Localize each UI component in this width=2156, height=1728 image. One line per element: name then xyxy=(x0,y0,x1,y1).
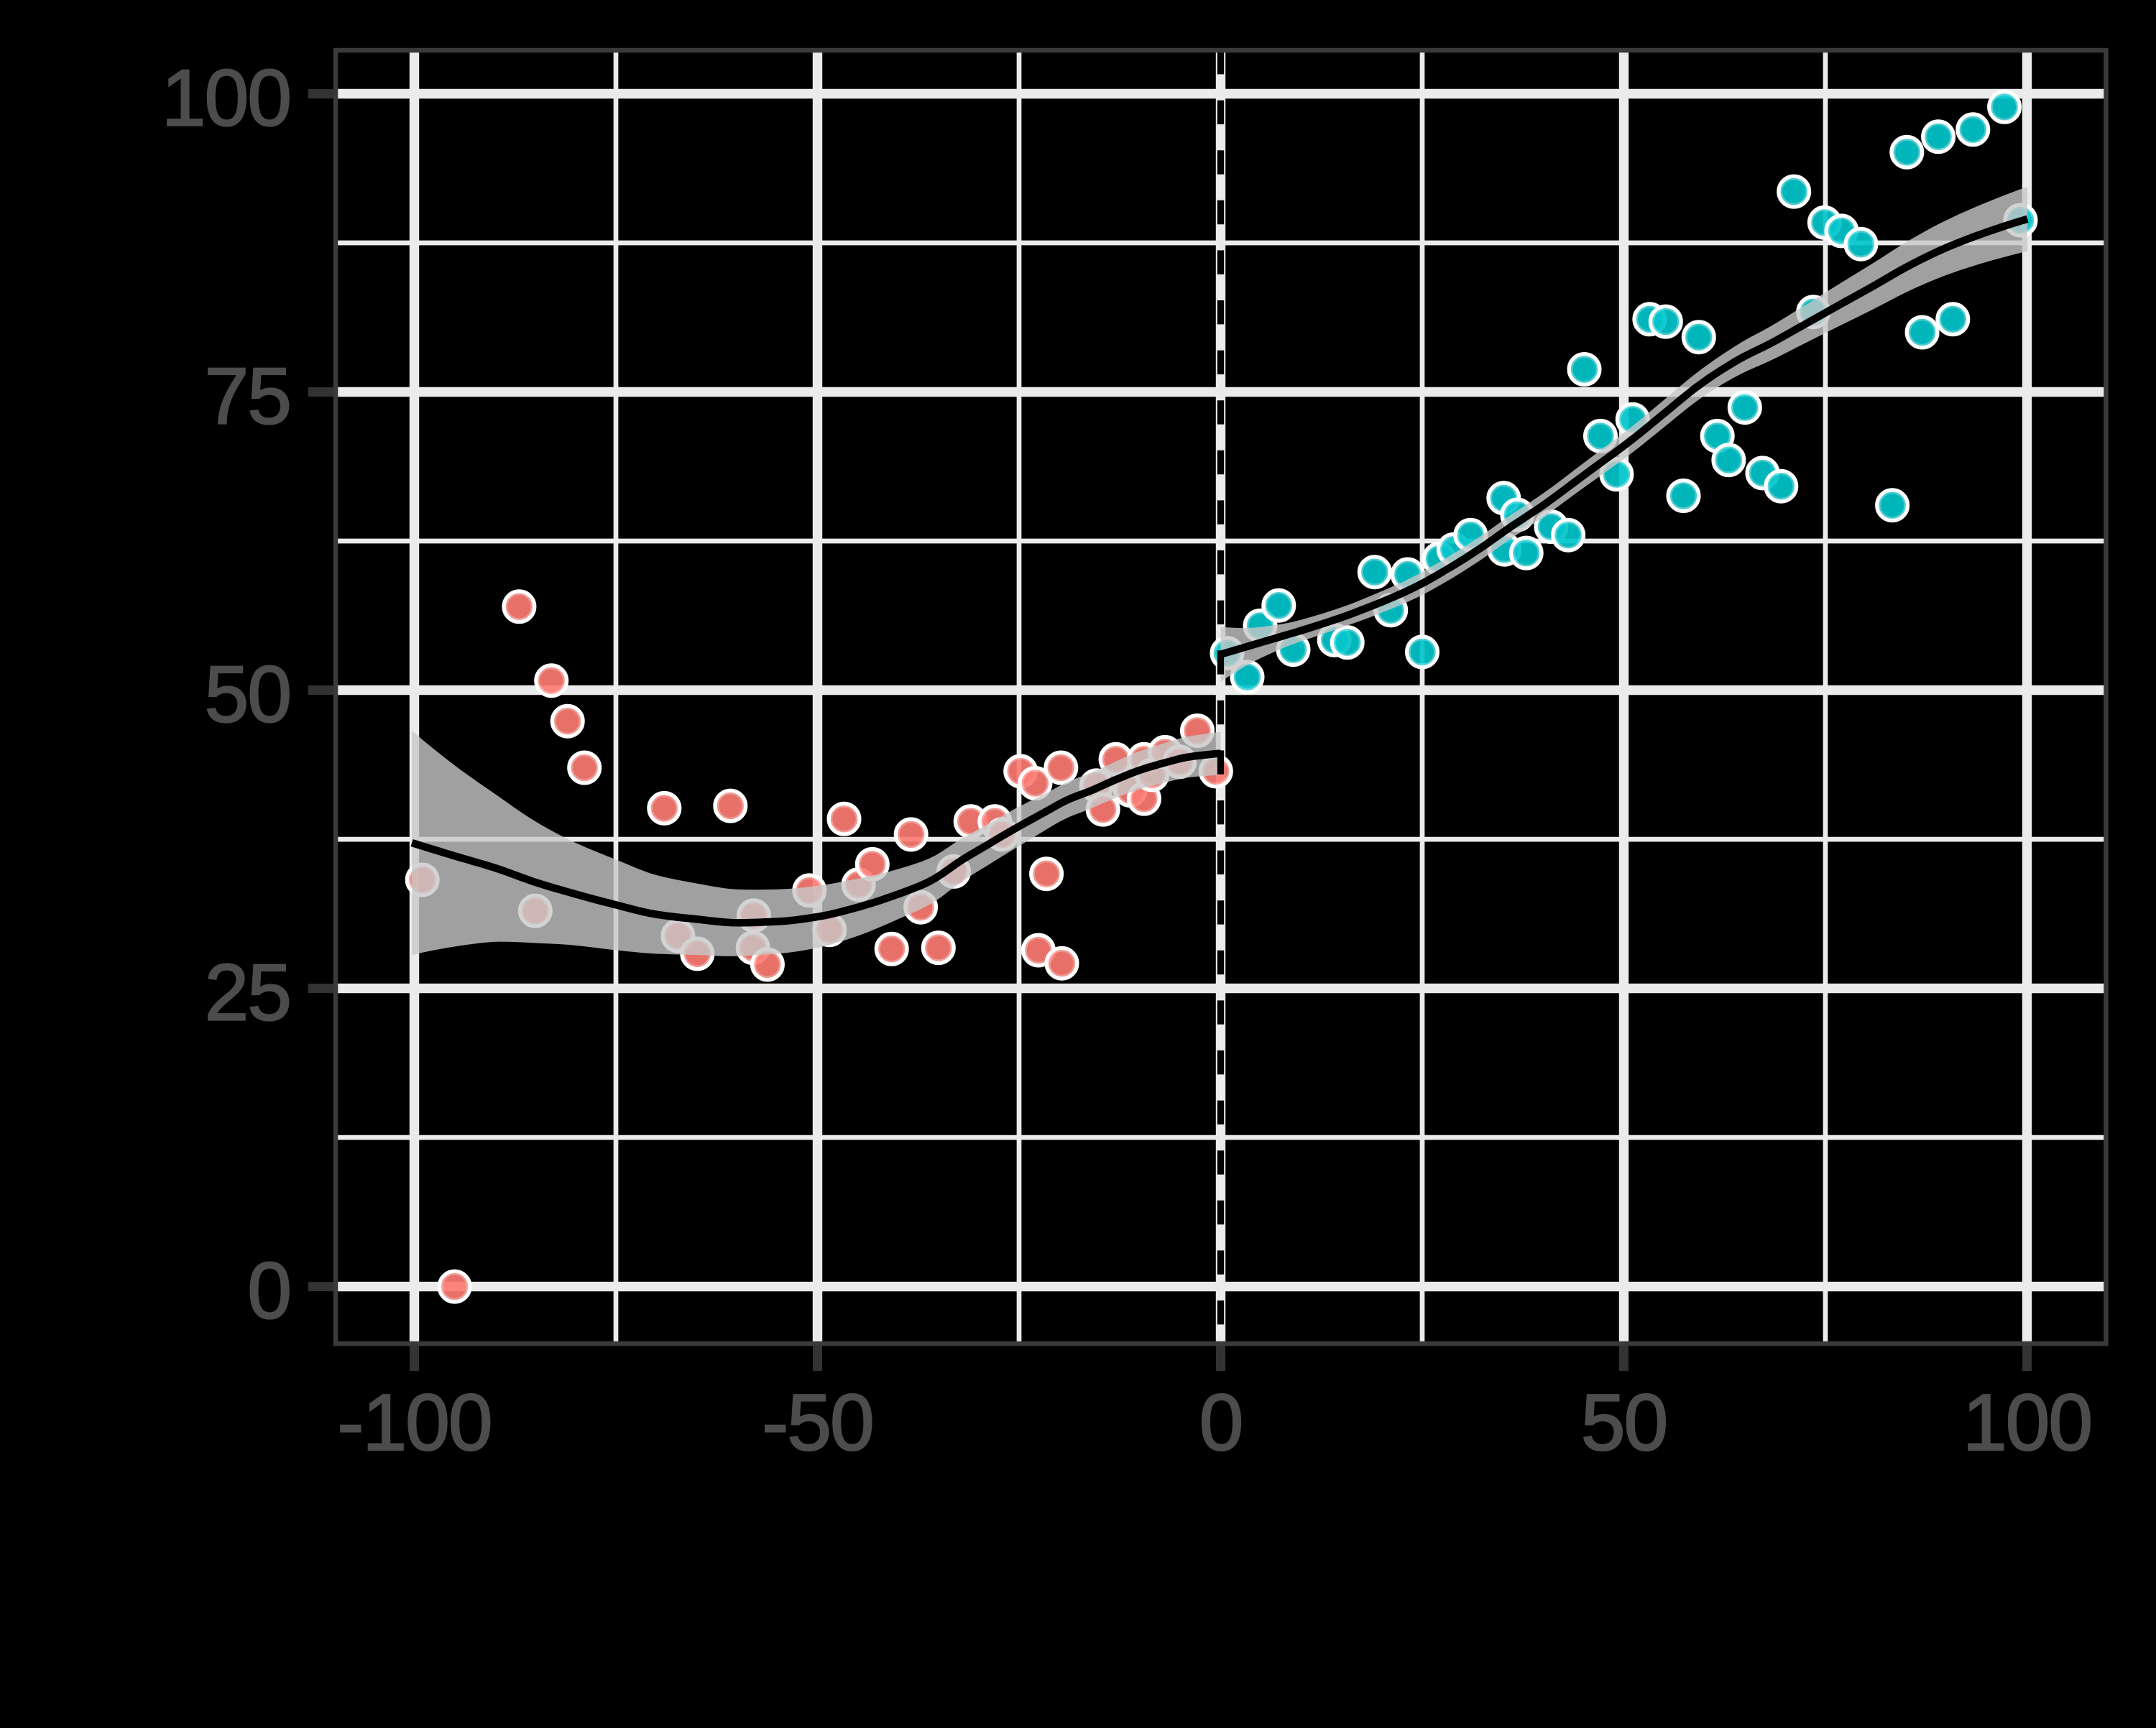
svg-text:50: 50 xyxy=(205,650,290,739)
svg-text:75: 75 xyxy=(205,352,290,441)
svg-text:100: 100 xyxy=(162,54,290,143)
svg-text:100: 100 xyxy=(1963,1378,2091,1467)
svg-text:50: 50 xyxy=(1581,1378,1667,1467)
svg-text:-100: -100 xyxy=(337,1378,491,1467)
svg-text:25: 25 xyxy=(205,948,290,1038)
svg-text:-50: -50 xyxy=(762,1378,872,1467)
svg-text:0: 0 xyxy=(1199,1378,1243,1467)
svg-text:0: 0 xyxy=(247,1247,290,1336)
